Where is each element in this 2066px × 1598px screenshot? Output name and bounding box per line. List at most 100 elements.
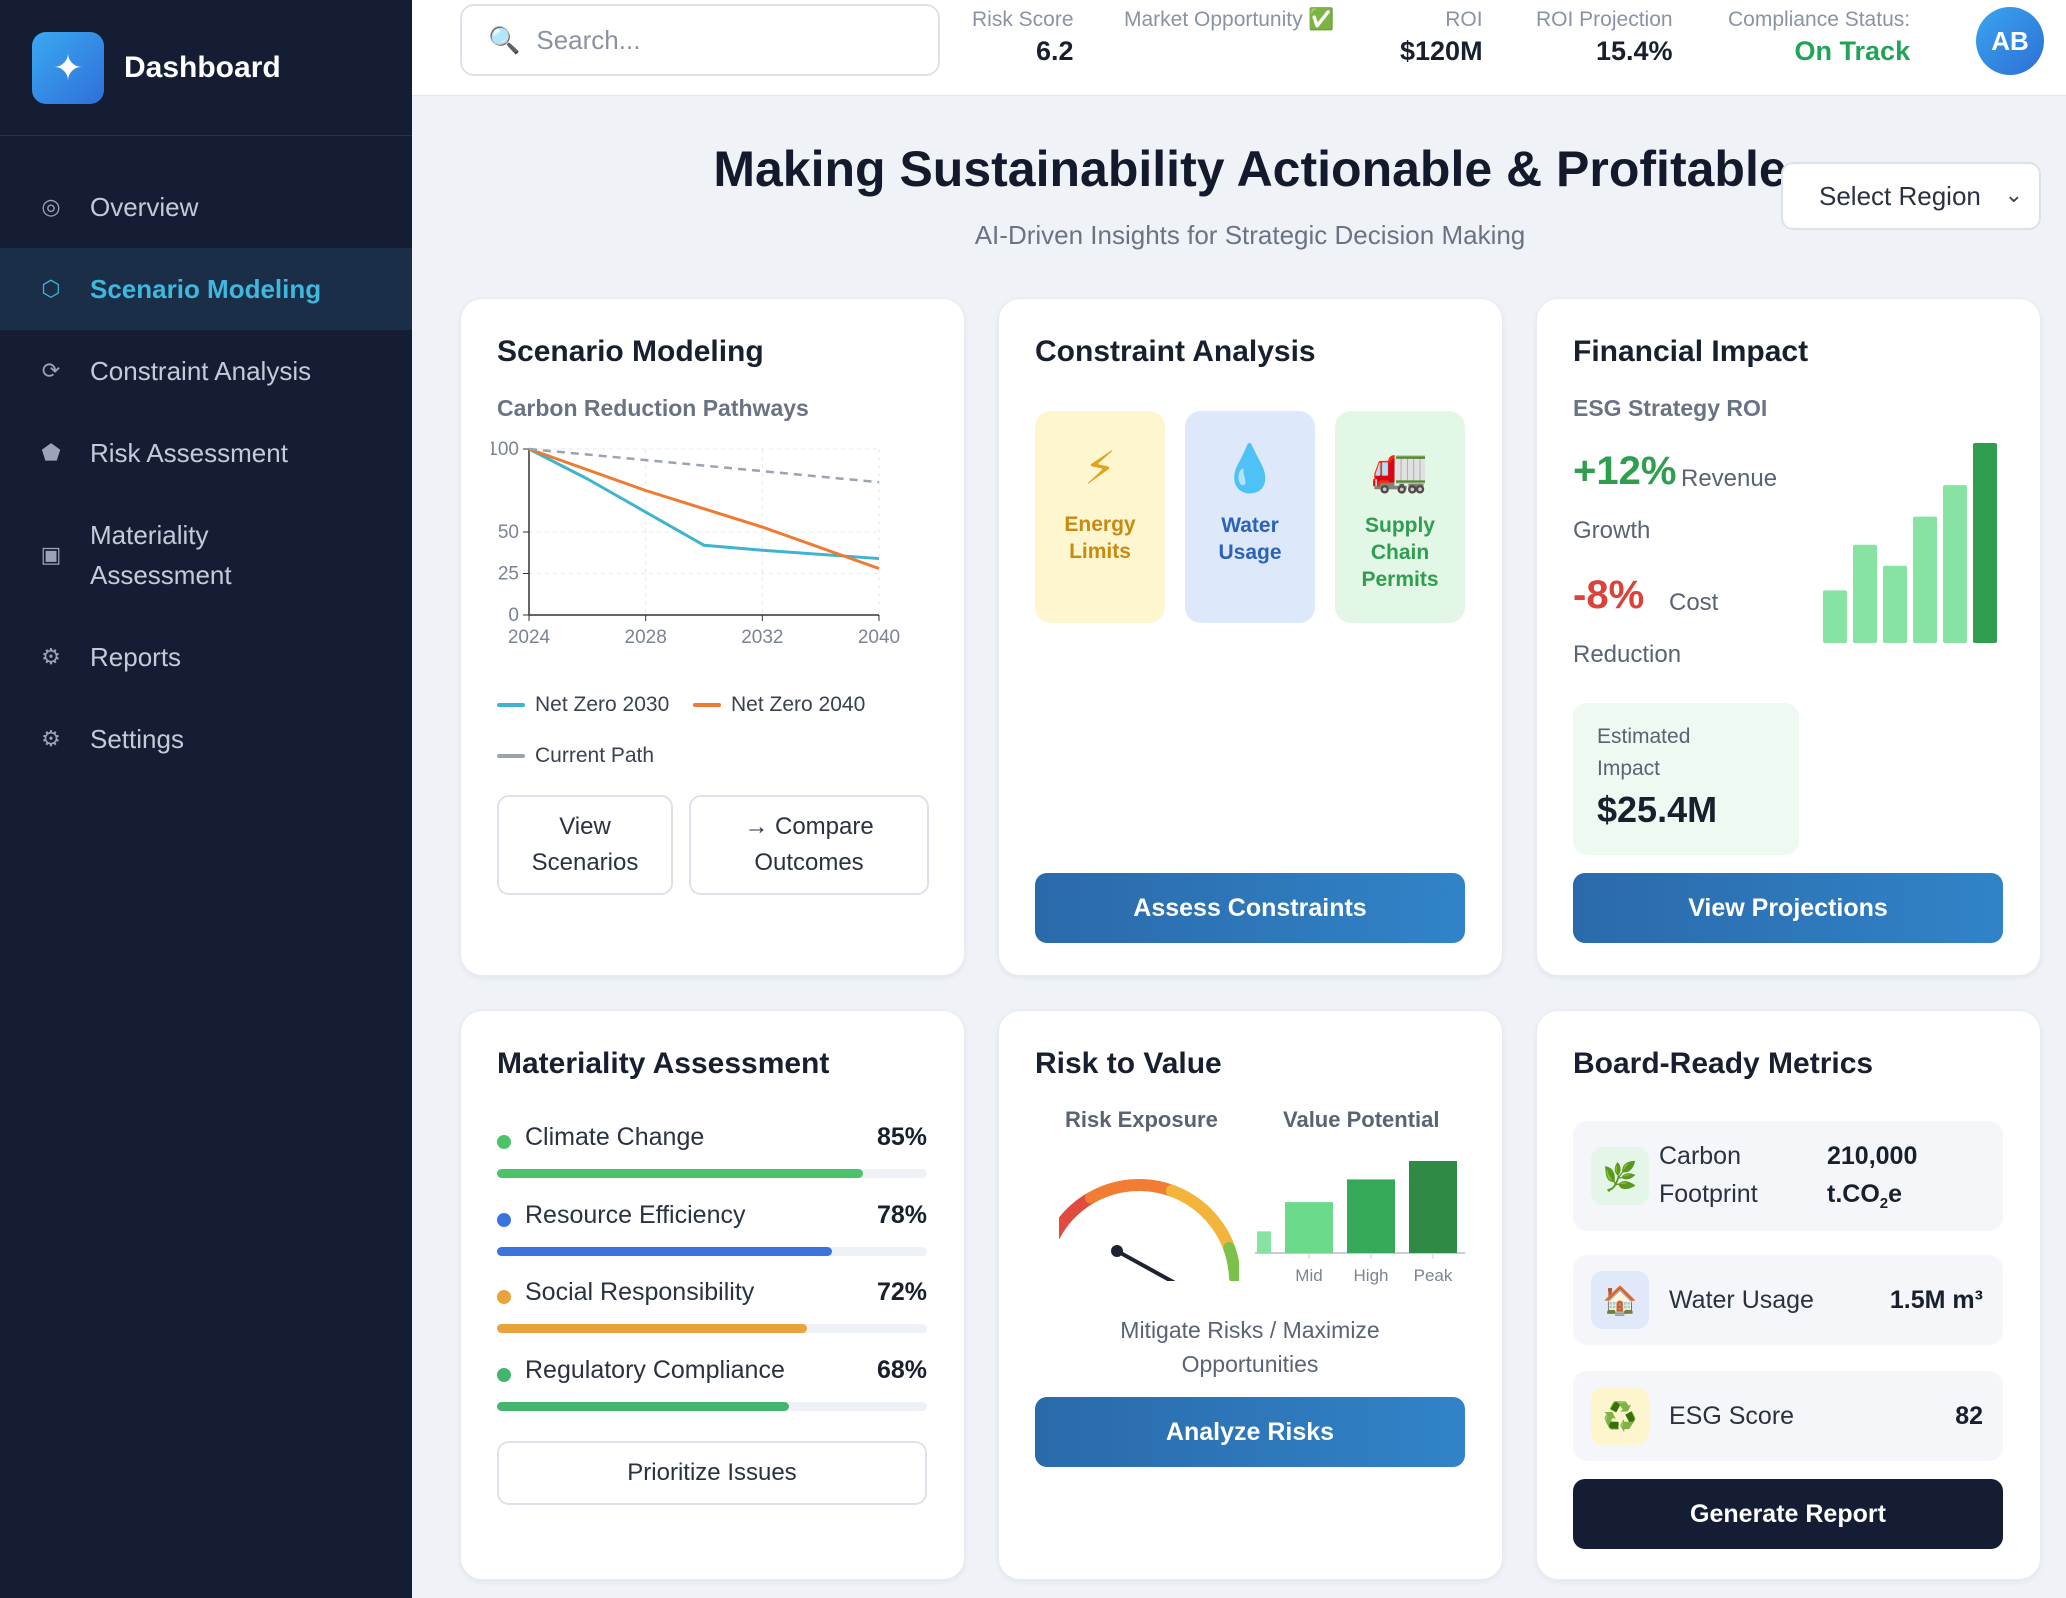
view-scenarios-button[interactable]: View Scenarios (497, 795, 673, 895)
risk-caption: Mitigate Risks / Maximize Opportunities (1120, 1317, 1380, 1377)
house-icon: 🏠 (1591, 1271, 1649, 1329)
status-dot (497, 1368, 511, 1382)
legend-label: Net Zero 2040 (731, 693, 866, 716)
board-metric-water-usage: 🏠 Water Usage 1.5M m³ (1573, 1255, 2003, 1345)
materiality-label: Resource Efficiency (525, 1201, 746, 1229)
gauge-segment (1085, 1179, 1178, 1204)
card-title: Scenario Modeling (497, 335, 764, 368)
tile-water-usage[interactable]: 💧 Water Usage (1185, 411, 1315, 623)
materiality-row-regulatory-compliance: Regulatory Compliance 68% (497, 1356, 927, 1416)
metric-label: ROI Projection (1536, 8, 1673, 31)
assess-constraints-button[interactable]: Assess Constraints (1035, 873, 1465, 943)
sidebar-item-scenario-modeling[interactable]: ⬡ Scenario Modeling (0, 248, 412, 330)
region-select[interactable]: Select Region ⌄ (1781, 162, 2041, 230)
tile-supply-chain-permits[interactable]: 🚛 Supply Chain Permits (1335, 411, 1465, 623)
tile-energy-limits[interactable]: ⚡ Energy Limits (1035, 411, 1165, 623)
view-projections-button[interactable]: View Projections (1573, 873, 2003, 943)
estimated-impact-value: $25.4M (1597, 789, 1718, 830)
metric-label: Compliance Status: (1728, 8, 1911, 31)
risk-to-value-card: Risk to Value Risk Exposure Value Potent… (998, 1010, 1503, 1580)
sidebar-item-materiality-assessment[interactable]: ▣ Materiality Assessment (0, 494, 412, 616)
legend-swatch (497, 703, 525, 707)
sidebar-item-label: Overview (90, 191, 199, 222)
y-tick-label: 0 (508, 605, 519, 626)
board-metric-value: 1.5M m³ (1889, 1286, 1983, 1314)
recycle-icon: ♻️ (1591, 1387, 1649, 1445)
board-metric-number: 210,000 (1827, 1142, 1918, 1170)
materiality-row-climate-change: Climate Change 85% (497, 1123, 927, 1183)
materiality-assessment-card: Materiality Assessment Climate Change 85… (460, 1010, 965, 1580)
series-line-net-zero-2040 (528, 447, 880, 570)
board-metric-label: Water Usage (1669, 1286, 1814, 1314)
truck-icon: 🚛 (1371, 442, 1429, 494)
sidebar-item-label: Materiality Assessment (90, 520, 232, 590)
board-metric-label: ESG Score (1669, 1402, 1795, 1430)
revenue-label-2: Growth (1573, 517, 1651, 544)
progress-fill (497, 1402, 790, 1411)
sidebar-item-settings[interactable]: ⚙ Settings (0, 698, 412, 780)
cost-reduction-value: -8% (1573, 573, 1645, 617)
water-drop-icon: 💧 (1221, 442, 1279, 494)
analyze-risks-button[interactable]: Analyze Risks (1035, 1397, 1465, 1467)
search-box[interactable]: 🔍 (460, 4, 940, 76)
revenue-label: Revenue (1681, 465, 1778, 492)
search-input[interactable] (536, 24, 917, 56)
value-bar (1409, 1161, 1457, 1253)
chevron-down-icon: ⌄ (2004, 182, 2023, 207)
x-tick-label: 2024 (508, 627, 551, 648)
compare-outcomes-button[interactable]: → Compare Outcomes (689, 795, 929, 895)
materiality-label: Climate Change (525, 1123, 705, 1151)
brand[interactable]: ✦ Dashboard (0, 0, 412, 136)
avatar[interactable]: AB (1976, 7, 2044, 75)
board-metric-value: 210,000 t.CO2e (1827, 1137, 1917, 1223)
sidebar-item-label: Constraint Analysis (90, 355, 312, 386)
card-title: Constraint Analysis (1035, 335, 1316, 368)
value-bar (1257, 1231, 1271, 1253)
card-title: Risk to Value (1035, 1047, 1222, 1080)
carbon-pathways-chart: 0 25 50 100 2024 2028 2032 2040 (491, 439, 900, 648)
roi-bar (1913, 516, 1937, 643)
gauge-segment (1059, 1191, 1097, 1240)
status-dot (497, 1213, 511, 1227)
legend-current-path: Current Path (497, 744, 654, 768)
gauge-pivot (1111, 1245, 1123, 1257)
materiality-label: Regulatory Compliance (525, 1356, 785, 1384)
progress-fill (497, 1324, 807, 1333)
pentagon-icon: ⬟ (41, 440, 61, 465)
lightning-icon: ⚡ (1083, 442, 1117, 494)
revenue-growth-value: +12% (1573, 449, 1677, 493)
sidebar-item-reports[interactable]: ⚙ Reports (0, 616, 412, 698)
roi-bar (1823, 590, 1847, 643)
value-tick-label: Peak (1414, 1266, 1453, 1285)
prioritize-issues-button[interactable]: Prioritize Issues (497, 1441, 927, 1505)
sidebar-item-risk-assessment[interactable]: ⬟ Risk Assessment (0, 412, 412, 494)
leaf-icon: 🌿 (1591, 1147, 1649, 1205)
metric-label: Market Opportunity ✅ (1124, 8, 1335, 31)
board-ready-metrics-card: Board-Ready Metrics 🌿 Carbon Footprint 2… (1536, 1010, 2041, 1580)
metric-market-opportunity: Market Opportunity ✅ (1124, 8, 1335, 36)
generate-report-button[interactable]: Generate Report (1573, 1479, 2003, 1549)
gauge-segment (1165, 1184, 1236, 1255)
y-tick-label: 100 (491, 439, 519, 460)
metric-roi-projection: ROI Projection 15.4% (1536, 8, 1673, 67)
tile-label: Supply Chain Permits (1361, 514, 1439, 591)
sidebar-item-overview[interactable]: ◎ Overview (0, 166, 412, 248)
series-line-net-zero-2030 (528, 447, 880, 561)
metric-label: ROI (1445, 8, 1483, 31)
legend-swatch (693, 703, 721, 707)
card-title: Materiality Assessment (497, 1047, 830, 1080)
gauge-segment (1223, 1242, 1239, 1281)
gear-icon: ⚙ (41, 644, 61, 669)
legend-label: Current Path (535, 744, 655, 767)
page-title: Making Sustainability Actionable & Profi… (713, 141, 1787, 197)
roi-bar (1883, 565, 1907, 643)
progress-track (497, 1169, 927, 1178)
metric-value: 15.4% (1596, 36, 1673, 66)
metric-roi: ROI $120M (1400, 8, 1483, 67)
value-tick-label: High (1354, 1266, 1389, 1285)
metric-value: $120M (1400, 36, 1483, 66)
sidebar-item-label: Scenario Modeling (90, 273, 322, 304)
chart-title: Carbon Reduction Pathways (497, 395, 809, 421)
sidebar-item-constraint-analysis[interactable]: ⟳ Constraint Analysis (0, 330, 412, 412)
materiality-percent: 78% (876, 1201, 927, 1229)
